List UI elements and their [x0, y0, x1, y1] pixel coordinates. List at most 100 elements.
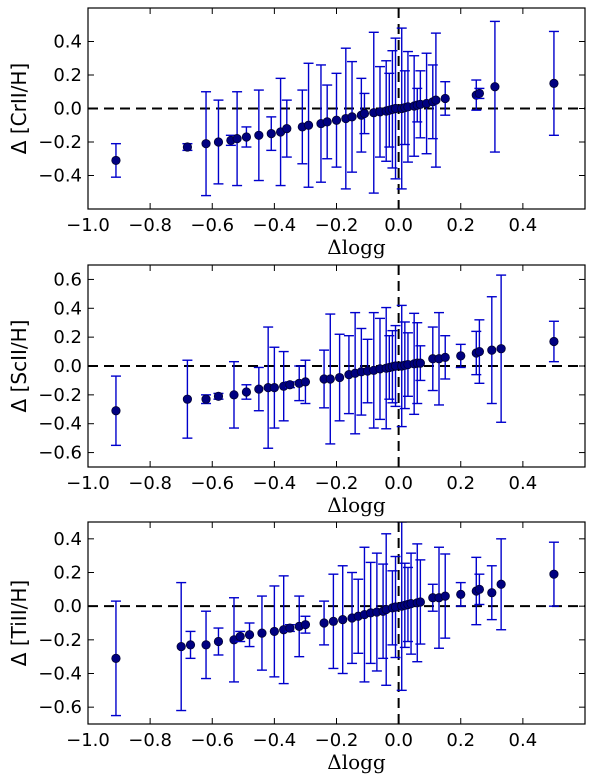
data-point	[325, 374, 335, 384]
data-point	[456, 351, 466, 361]
x-tick-label: −0.2	[315, 215, 359, 236]
y-tick-label: −0.4	[38, 664, 82, 685]
y-tick-label: −0.4	[38, 166, 82, 187]
x-tick-label: −0.4	[253, 215, 297, 236]
data-point	[456, 589, 466, 599]
x-tick-label: 0.2	[446, 215, 475, 236]
data-series	[110, 522, 559, 717]
data-point	[440, 93, 450, 104]
data-series	[110, 274, 559, 449]
data-point	[182, 394, 192, 404]
data-point	[487, 345, 497, 355]
x-tick-label: −0.8	[128, 730, 172, 751]
x-tick-label: −0.6	[190, 215, 234, 236]
x-tick-label: 0.0	[384, 473, 413, 494]
data-series	[110, 20, 559, 197]
data-point	[235, 631, 245, 642]
data-point	[487, 588, 497, 598]
data-point	[331, 115, 342, 125]
data-point	[328, 616, 338, 626]
data-point	[549, 569, 559, 579]
y-tick-label: −0.2	[38, 132, 82, 153]
data-point	[496, 579, 506, 589]
data-point	[213, 636, 224, 647]
data-point	[549, 336, 559, 347]
data-point	[232, 134, 242, 144]
data-point	[241, 132, 252, 142]
y-axis-label: Δ [ScII/H]	[7, 320, 31, 413]
data-point	[254, 384, 264, 394]
x-tick-label: 0.0	[384, 215, 413, 236]
x-tick-label: −0.2	[315, 730, 359, 751]
y-tick-label: −0.4	[38, 414, 82, 435]
x-tick-label: −0.4	[253, 730, 297, 751]
data-point	[111, 155, 121, 166]
data-point	[300, 620, 311, 630]
data-point	[474, 346, 484, 357]
x-axis-label: Δlogg	[327, 750, 386, 774]
data-point	[322, 117, 332, 127]
y-tick-label: 0.4	[53, 529, 82, 550]
y-tick-label: 0.2	[53, 563, 82, 584]
data-point	[431, 95, 441, 105]
data-point	[241, 387, 252, 397]
data-point	[496, 344, 506, 354]
x-tick-label: 0.0	[384, 730, 413, 751]
data-point	[201, 139, 211, 149]
x-tick-label: −0.8	[128, 215, 172, 236]
data-point	[285, 623, 295, 633]
data-point	[490, 82, 500, 92]
data-point	[269, 626, 279, 637]
data-point	[474, 584, 484, 594]
data-point	[300, 377, 311, 387]
y-tick-label: 0.0	[53, 356, 82, 377]
y-tick-label: −0.6	[38, 697, 82, 718]
data-point	[282, 124, 292, 134]
data-point	[111, 653, 121, 663]
x-tick-label: 0.2	[446, 473, 475, 494]
x-tick-label: 0.4	[509, 730, 538, 751]
data-point	[335, 372, 345, 383]
x-tick-label: 0.4	[509, 215, 538, 236]
data-point	[474, 88, 484, 99]
data-point	[415, 597, 425, 607]
data-point	[269, 383, 279, 393]
data-point	[244, 630, 255, 640]
x-tick-label: 0.4	[509, 473, 538, 494]
y-tick-label: 0.4	[53, 32, 82, 53]
data-point	[440, 591, 450, 601]
x-axis-label: Δlogg	[327, 235, 386, 259]
x-tick-label: −0.6	[190, 730, 234, 751]
chart-panel-3: −1.0 −0.8 −0.6 −0.4 −0.2 0.0 0.2 0.4 −0.6 −0.4 −0.…	[7, 521, 586, 774]
y-tick-label: 0.6	[53, 269, 82, 290]
y-tick-label: 0.2	[53, 327, 82, 348]
x-axis-label: Δlogg	[327, 493, 386, 517]
data-point	[254, 130, 264, 140]
y-axis-label: Δ [TiII/H]	[7, 580, 31, 666]
x-tick-label: −0.8	[128, 473, 172, 494]
data-point	[338, 615, 348, 625]
data-point	[440, 352, 450, 362]
data-point	[182, 142, 192, 152]
x-tick-label: −1.0	[66, 473, 110, 494]
x-tick-label: −0.4	[253, 473, 297, 494]
y-tick-label: −0.2	[38, 385, 82, 406]
y-tick-label: −0.2	[38, 630, 82, 651]
x-tick-label: −1.0	[66, 215, 110, 236]
data-point	[257, 628, 267, 638]
data-point	[303, 120, 314, 130]
y-tick-label: 0.0	[53, 596, 82, 617]
chart-panel-2: −1.0 −0.8 −0.6 −0.4 −0.2 0.0 0.2 0.4 −0.6 −0.4 −0.…	[7, 264, 586, 517]
data-point	[111, 406, 121, 416]
data-point	[176, 641, 186, 652]
data-point	[201, 640, 211, 650]
y-tick-label: 0.0	[53, 99, 82, 120]
data-point	[285, 380, 295, 390]
data-point	[415, 358, 425, 368]
x-tick-label: 0.2	[446, 730, 475, 751]
x-tick-label: −1.0	[66, 730, 110, 751]
data-point	[549, 78, 559, 88]
data-point	[347, 112, 357, 122]
y-tick-label: 0.2	[53, 65, 82, 86]
